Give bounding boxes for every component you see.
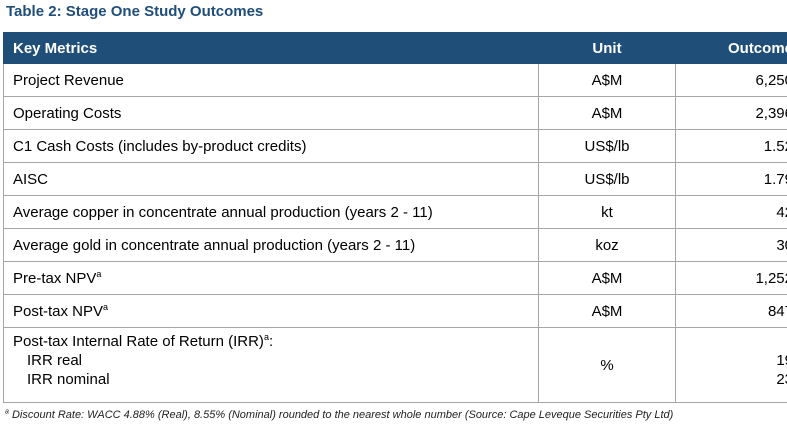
- table-row: Post-tax NPVa A$M 847: [3, 294, 787, 328]
- unit-cell: US$/lb: [538, 162, 676, 196]
- irr-colon: :: [268, 333, 274, 350]
- unit-cell: A$M: [538, 294, 676, 328]
- header-unit: Unit: [538, 32, 676, 64]
- outcome-cell: 1.79: [675, 162, 787, 196]
- metric-cell: Project Revenue: [3, 63, 539, 97]
- metric-label: Post-tax Internal Rate of Return (IRR): [13, 333, 264, 350]
- outcome-cell: 847: [675, 294, 787, 328]
- outcomes-table: Key Metrics Unit Outcome Project Revenue…: [3, 32, 787, 403]
- metric-cell: Post-tax Internal Rate of Return (IRR)a:…: [3, 327, 539, 403]
- irr-row: Post-tax Internal Rate of Return (IRR)a:…: [3, 327, 787, 403]
- table-row: AISC US$/lb 1.79: [3, 162, 787, 196]
- header-row: Key Metrics Unit Outcome: [3, 32, 787, 64]
- header-outcome: Outcome: [675, 32, 787, 64]
- outcome-cell: 1.52: [675, 129, 787, 163]
- metric-cell: Average gold in concentrate annual produ…: [3, 228, 539, 262]
- table-row: Pre-tax NPVa A$M 1,252: [3, 261, 787, 295]
- irr-heading: Post-tax Internal Rate of Return (IRR)a:: [13, 332, 529, 351]
- unit-cell: A$M: [538, 261, 676, 295]
- metric-cell: Operating Costs: [3, 96, 539, 130]
- metric-cell: Post-tax NPVa: [3, 294, 539, 328]
- table-row: Operating Costs A$M 2,396: [3, 96, 787, 130]
- footnote-text: Discount Rate: WACC 4.88% (Real), 8.55% …: [11, 409, 674, 421]
- outcome-cell: 30: [675, 228, 787, 262]
- footnote-marker: a: [103, 301, 109, 312]
- table-title: Table 2: Stage One Study Outcomes: [6, 3, 264, 20]
- unit-cell: A$M: [538, 63, 676, 97]
- unit-cell: %: [538, 327, 676, 403]
- unit-cell: kt: [538, 195, 676, 229]
- metric-label: Pre-tax NPV: [13, 269, 97, 287]
- header-key-metrics: Key Metrics: [3, 32, 539, 64]
- metric-label: Post-tax NPV: [13, 302, 104, 320]
- footnote-marker: a: [5, 408, 9, 416]
- unit-cell: US$/lb: [538, 129, 676, 163]
- footnote: a Discount Rate: WACC 4.88% (Real), 8.55…: [5, 408, 674, 421]
- footnote-marker: a: [263, 332, 269, 342]
- footnote-marker: a: [96, 268, 102, 279]
- outcome-cell: 2,396: [675, 96, 787, 130]
- metric-cell: AISC: [3, 162, 539, 196]
- outcome-cell: 42: [675, 195, 787, 229]
- metric-cell: Average copper in concentrate annual pro…: [3, 195, 539, 229]
- outcome-cell: 1,252: [675, 261, 787, 295]
- unit-cell: A$M: [538, 96, 676, 130]
- irr-nominal-label: IRR nominal: [27, 371, 110, 388]
- outcome-cell: 19 23: [675, 327, 787, 403]
- metric-cell: Pre-tax NPVa: [3, 261, 539, 295]
- table-row: Average copper in concentrate annual pro…: [3, 195, 787, 229]
- irr-nominal-value: 23: [776, 371, 787, 388]
- table-row: Project Revenue A$M 6,250: [3, 63, 787, 97]
- table-row: C1 Cash Costs (includes by-product credi…: [3, 129, 787, 163]
- unit-cell: koz: [538, 228, 676, 262]
- metric-cell: C1 Cash Costs (includes by-product credi…: [3, 129, 539, 163]
- irr-real-value: 19: [776, 352, 787, 369]
- table-row: Average gold in concentrate annual produ…: [3, 228, 787, 262]
- irr-real-label: IRR real: [27, 352, 83, 369]
- outcome-cell: 6,250: [675, 63, 787, 97]
